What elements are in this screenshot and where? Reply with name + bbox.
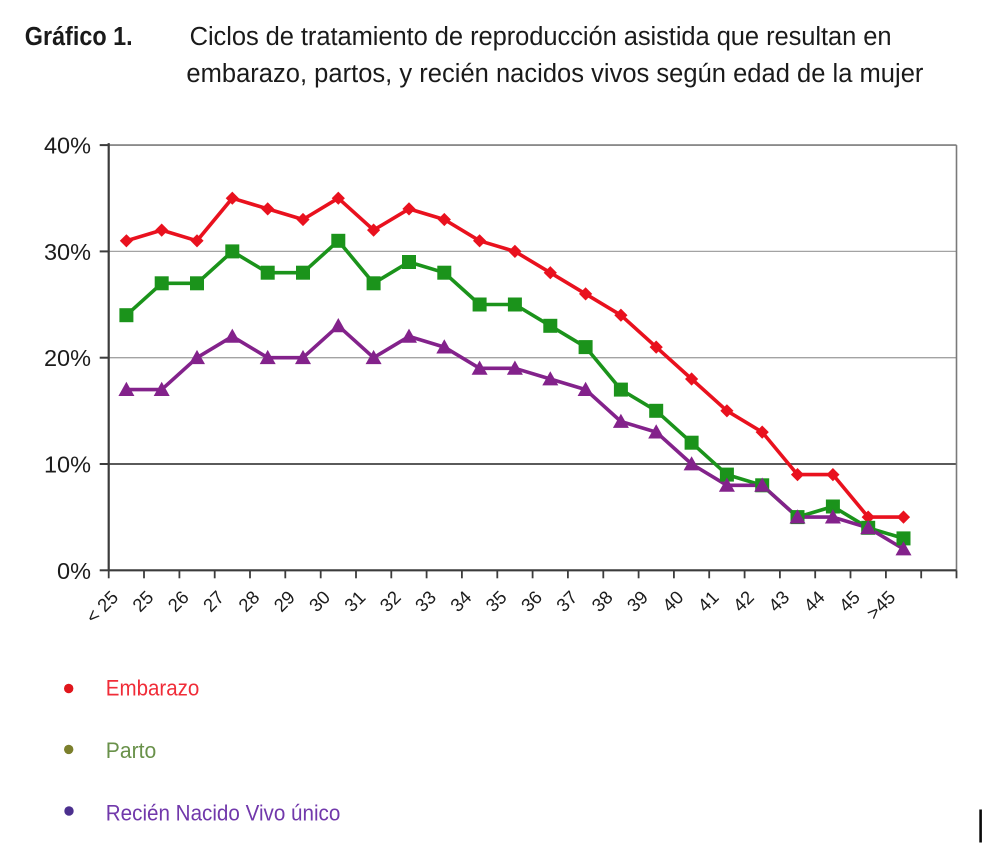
svg-text:30%: 30% (44, 239, 91, 265)
svg-text:embarazo, partos, y recién nac: embarazo, partos, y recién nacidos vivos… (186, 60, 924, 88)
svg-text:29: 29 (269, 586, 298, 615)
svg-text:31: 31 (340, 586, 369, 615)
svg-text:42: 42 (729, 586, 758, 615)
svg-text:26: 26 (163, 586, 192, 615)
svg-text:44: 44 (799, 586, 828, 615)
svg-text:10%: 10% (44, 452, 91, 478)
svg-text:40%: 40% (44, 133, 91, 159)
svg-text:25: 25 (128, 586, 157, 615)
svg-text:Parto: Parto (106, 738, 157, 763)
svg-text:33: 33 (411, 586, 440, 615)
svg-text:< 25: < 25 (82, 586, 123, 627)
svg-text:0%: 0% (57, 558, 91, 584)
svg-text:27: 27 (199, 586, 228, 615)
svg-text:40: 40 (658, 586, 687, 615)
svg-text:35: 35 (481, 586, 510, 615)
svg-text:36: 36 (517, 586, 546, 615)
svg-text:34: 34 (446, 586, 475, 615)
svg-text:Ciclos de tratamiento de repro: Ciclos de tratamiento de reproducción as… (190, 23, 892, 51)
svg-text:Gráfico 1.: Gráfico 1. (25, 23, 133, 51)
svg-text:37: 37 (552, 586, 581, 615)
svg-text:43: 43 (764, 586, 793, 615)
svg-text:Embarazo: Embarazo (106, 675, 200, 700)
svg-text:39: 39 (623, 586, 652, 615)
svg-text:20%: 20% (44, 345, 91, 371)
svg-text:38: 38 (587, 586, 616, 615)
svg-text:32: 32 (375, 586, 404, 615)
svg-text:>45: >45 (862, 586, 899, 623)
svg-text:30: 30 (305, 586, 334, 615)
svg-text:Recién Nacido Vivo único: Recién Nacido Vivo único (106, 800, 340, 825)
svg-text:41: 41 (693, 586, 722, 615)
svg-text:45: 45 (835, 586, 864, 615)
svg-text:28: 28 (234, 586, 263, 615)
